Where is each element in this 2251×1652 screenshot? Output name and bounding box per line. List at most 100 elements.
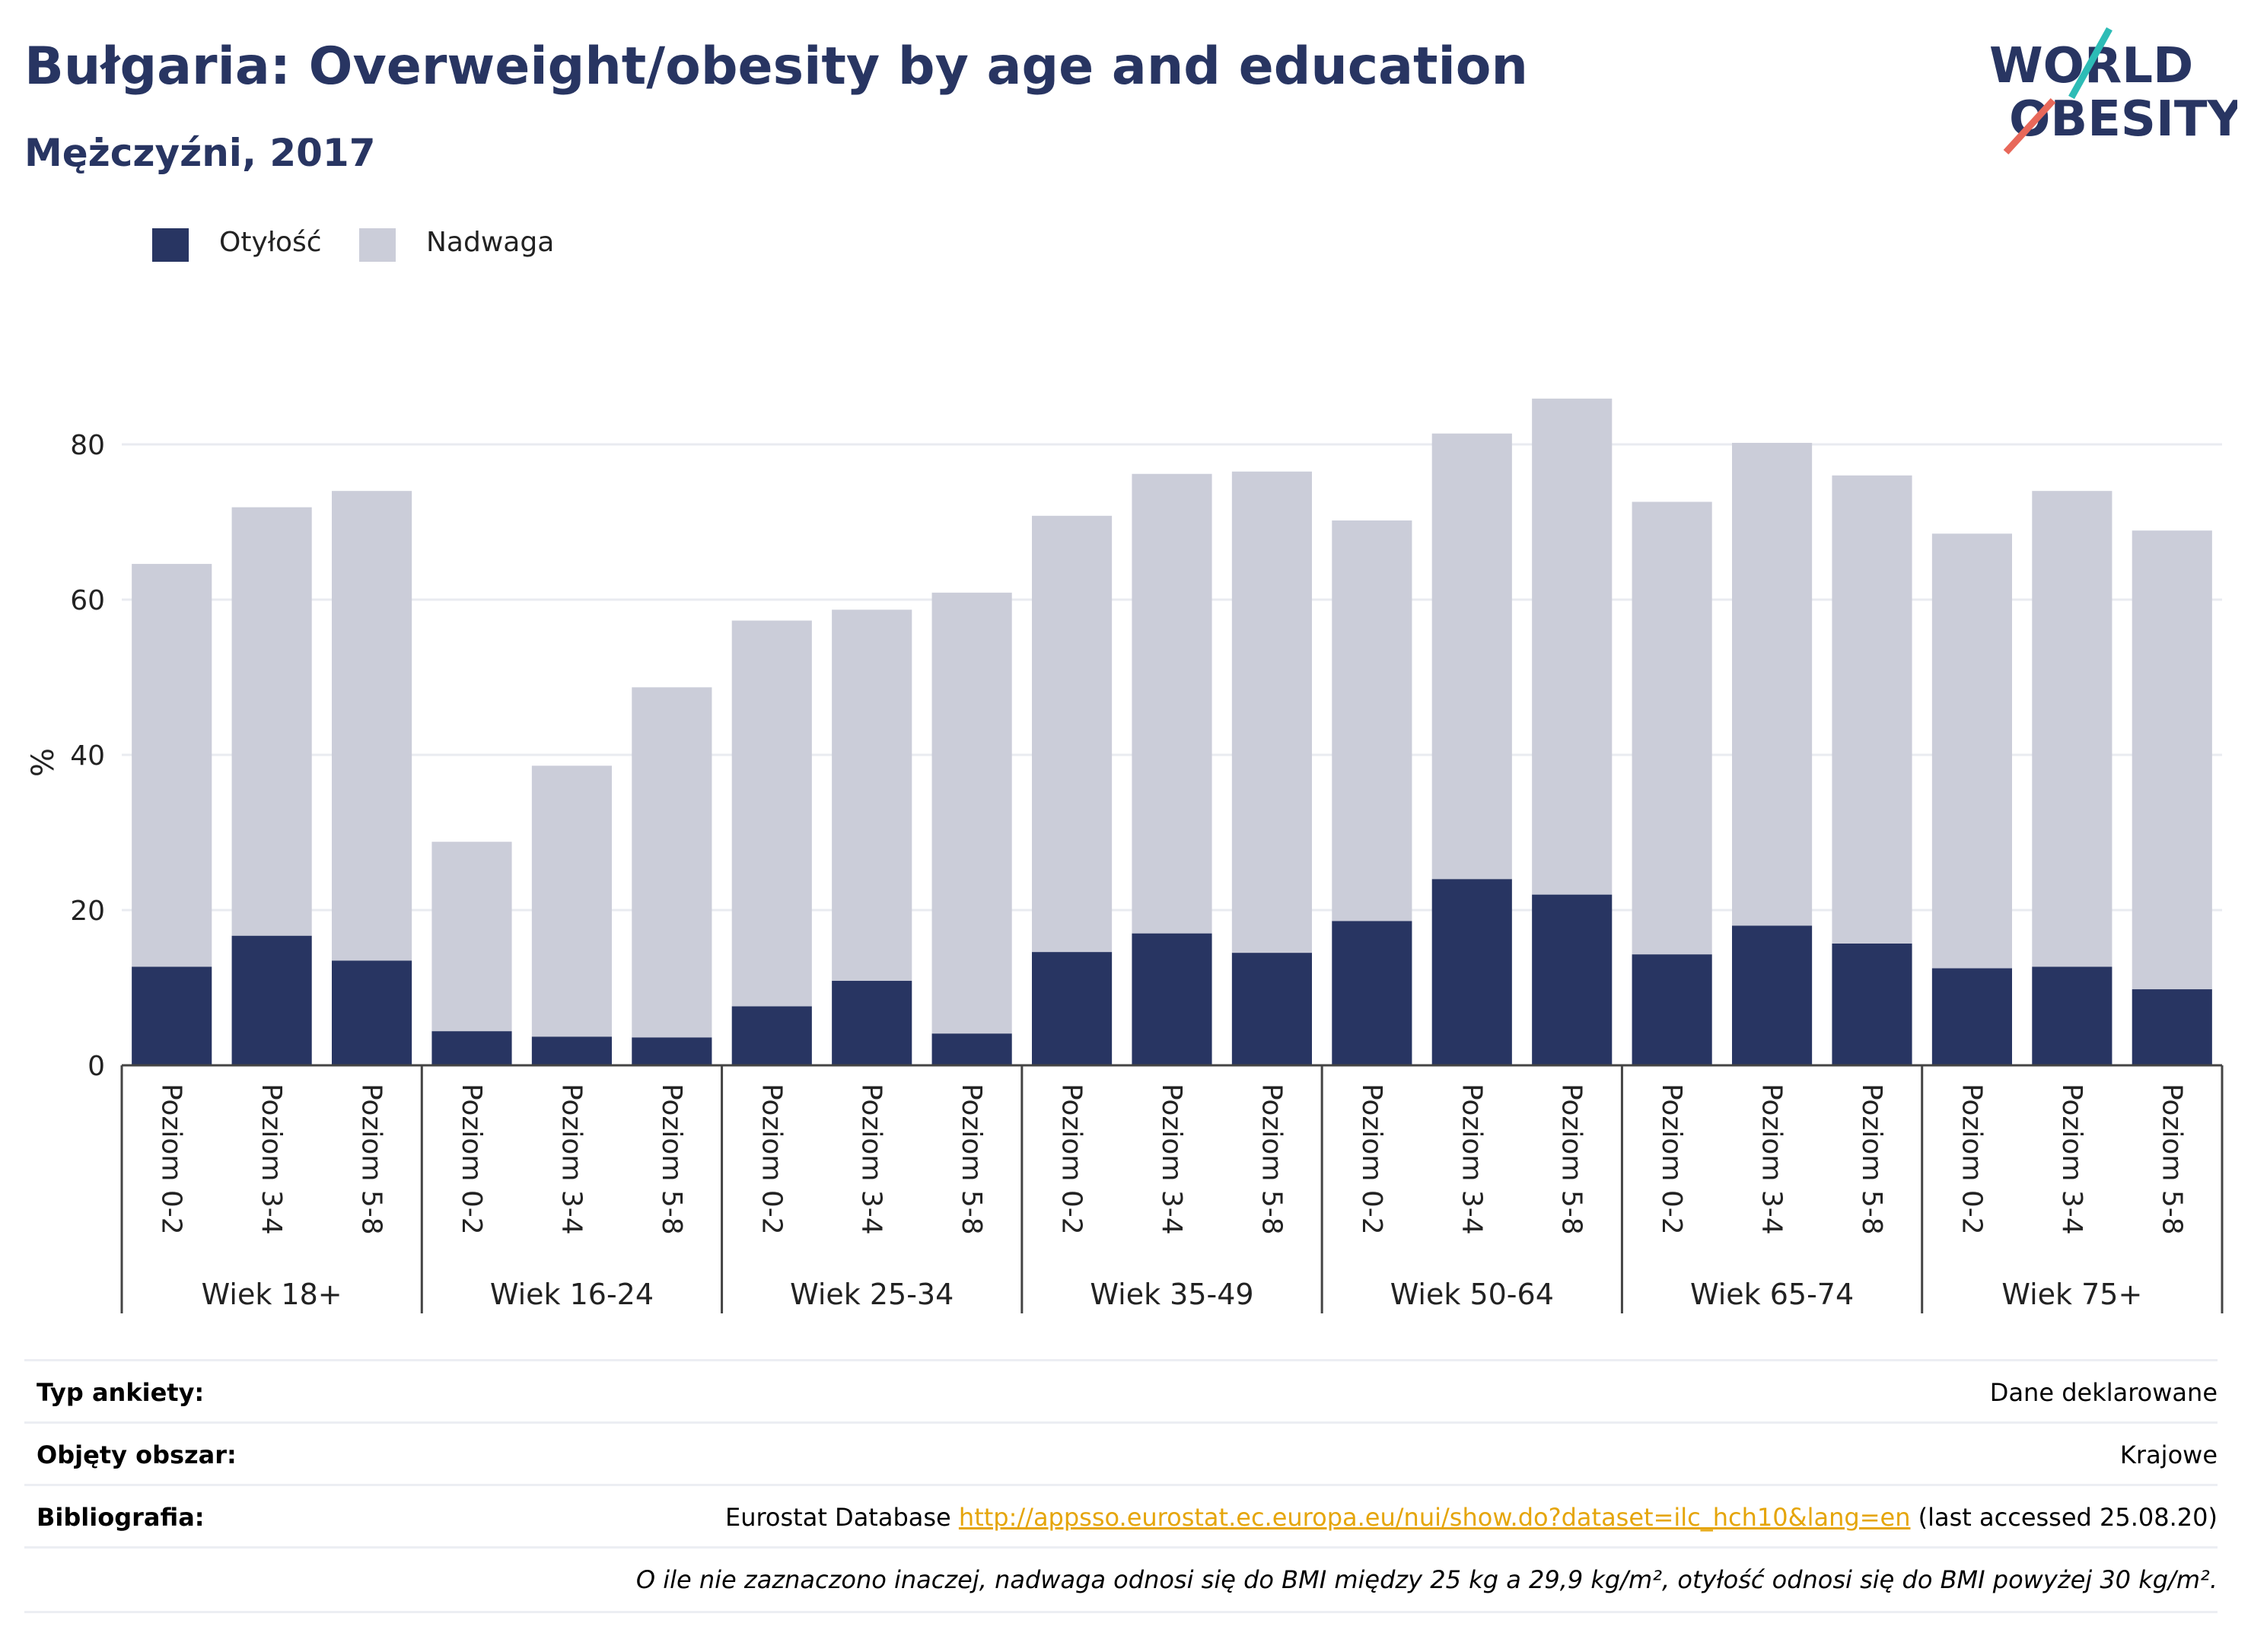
group-label: Wiek 50-64 [1390,1278,1554,1311]
bar-obesity [1532,894,1613,1065]
x-tick-label: Poziom 3-4 [256,1084,287,1235]
bar-overweight [1532,398,1613,895]
bar-obesity [431,1031,512,1065]
bar-obesity [132,966,212,1065]
y-tick-label: 80 [70,430,105,461]
bar-overweight [1732,442,1813,926]
bar-overweight [1431,433,1512,880]
x-tick-label: Poziom 5-8 [356,1084,387,1235]
legend-swatch-obesity [152,228,189,262]
y-tick-label: 0 [88,1051,105,1082]
x-tick-label: Poziom 0-2 [156,1084,187,1235]
x-tick-label: Poziom 0-2 [756,1084,787,1235]
info-row-note: O ile nie zaznaczono inaczej, nadwaga od… [24,1546,2218,1613]
bar-overweight [132,564,212,967]
bar-obesity [1732,925,1813,1065]
x-tick-label: Poziom 0-2 [456,1084,487,1235]
bar-overweight [231,507,312,936]
logo-slash-red-icon [2003,97,2056,155]
bar-overweight [2132,530,2212,990]
bar-obesity [1832,943,1912,1065]
y-tick-label: 20 [70,896,105,927]
x-tick-label: Poziom 3-4 [556,1084,587,1235]
biblio-prefix: Eurostat Database [724,1503,959,1532]
bar-overweight [531,766,612,1037]
page-title: Bułgaria: Overweight/obesity by age and … [24,37,1528,97]
info-key-area: Objęty obszar: [37,1440,237,1469]
info-key-survey-type: Typ ankiety: [37,1378,205,1407]
x-tick-label: Poziom 3-4 [2056,1084,2087,1235]
group-label: Wiek 35-49 [1090,1278,1253,1311]
bar-obesity [1032,952,1113,1065]
bar-overweight [931,592,1012,1034]
bar-obesity [332,960,412,1065]
bar-overweight [431,842,512,1032]
group-label: Wiek 18+ [202,1278,342,1311]
x-tick-label: Poziom 3-4 [856,1084,887,1235]
logo-slash-teal-icon [2068,27,2113,100]
info-note: O ile nie zaznaczono inaczej, nadwaga od… [635,1565,2218,1594]
bar-obesity [832,980,912,1065]
group-label: Wiek 25-34 [790,1278,954,1311]
info-val-bibliography: Eurostat Database http://appsso.eurostat… [725,1503,2218,1532]
y-tick-label: 40 [70,740,105,772]
x-tick-label: Poziom 3-4 [1156,1084,1187,1235]
info-row-survey-type: Typ ankiety: Dane deklarowane [24,1359,2218,1424]
y-axis-label: % [26,748,61,777]
info-val-area: Krajowe [2119,1440,2218,1469]
x-tick-label: Poziom 0-2 [1056,1084,1087,1235]
group-label: Wiek 75+ [2001,1278,2142,1311]
x-tick-label: Poziom 5-8 [2156,1084,2187,1235]
x-tick-label: Poziom 3-4 [1456,1084,1487,1235]
x-tick-label: Poziom 5-8 [956,1084,987,1235]
x-tick-label: Poziom 5-8 [1856,1084,1887,1235]
bar-overweight [2032,491,2113,967]
bar-obesity [632,1037,712,1065]
bar-overweight [1231,471,1312,953]
bar-overweight [832,610,912,981]
bar-obesity [1632,954,1712,1065]
info-val-survey-type: Dane deklarowane [1989,1378,2218,1407]
bar-obesity [931,1033,1012,1065]
legend-label-obesity: Otyłość [219,227,322,258]
x-tick-label: Poziom 0-2 [1956,1084,1987,1235]
x-tick-label: Poziom 0-2 [1356,1084,1387,1235]
biblio-link[interactable]: http://appsso.eurostat.ec.europa.eu/nui/… [958,1503,1911,1532]
bar-overweight [1632,501,1712,955]
logo-line2: OBESITY [2009,91,2237,148]
bar-overweight [1832,475,1912,944]
page-subtitle: Mężczyźni, 2017 [24,131,376,175]
world-obesity-logo: WORLD OBESITY [1989,27,2237,155]
bar-obesity [2132,989,2212,1065]
bar-obesity [1332,921,1412,1065]
group-label: Wiek 16-24 [490,1278,654,1311]
group-label: Wiek 65-74 [1690,1278,1854,1311]
info-row-area: Objęty obszar: Krajowe [24,1421,2218,1486]
info-key-bibliography: Bibliografia: [37,1503,205,1532]
bar-overweight [632,687,712,1038]
bar-overweight [731,620,812,1007]
x-tick-label: Poziom 5-8 [1556,1084,1587,1235]
bar-obesity [231,935,312,1065]
bar-obesity [531,1036,612,1065]
x-tick-label: Poziom 3-4 [1756,1084,1788,1235]
info-row-bibliography: Bibliografia: Eurostat Database http://a… [24,1484,2218,1549]
bar-obesity [1132,933,1212,1065]
bar-obesity [731,1006,812,1065]
bar-overweight [1032,515,1113,953]
bar-obesity [1231,953,1312,1065]
bar-obesity [1431,879,1512,1065]
bar-obesity [2032,966,2113,1065]
bar-obesity [1931,968,2012,1065]
bar-overweight [332,491,412,961]
bar-chart: 0 20 40 60 80% Poziom 0-2 Poziom 3-4 Poziom 5-8… [26,398,2224,1313]
bar-overweight [1332,520,1412,921]
x-tick-label: Poziom 0-2 [1656,1084,1687,1235]
legend-swatch-overweight [359,228,396,262]
y-tick-label: 60 [70,585,105,616]
legend-label-overweight: Nadwaga [426,227,555,258]
bar-overweight [1931,533,2012,969]
x-tick-label: Poziom 5-8 [1256,1084,1287,1235]
biblio-suffix: (last accessed 25.08.20) [1910,1503,2218,1532]
bar-overweight [1132,473,1212,934]
